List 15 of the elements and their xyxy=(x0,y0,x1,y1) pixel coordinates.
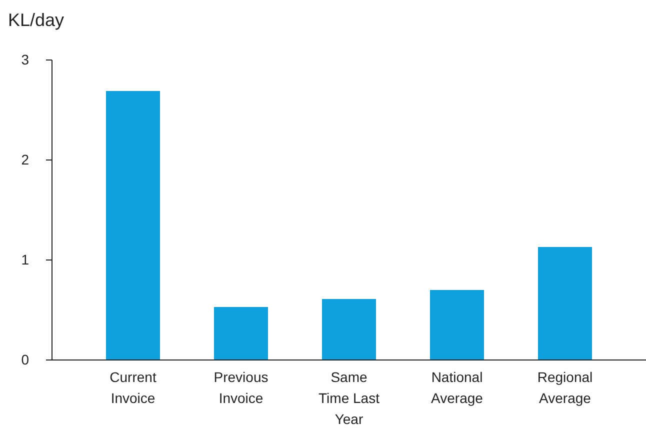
x-tick-label: National Average xyxy=(431,369,484,406)
y-tick-label: 1 xyxy=(21,251,30,268)
y-tick-label: 3 xyxy=(21,51,30,68)
x-tick-label: Regional Average xyxy=(537,369,593,406)
bar xyxy=(322,299,376,360)
x-tick-label: Same Time Last Year xyxy=(318,369,380,427)
bar xyxy=(106,91,160,360)
x-tick-label: Current Invoice xyxy=(110,369,156,406)
bar xyxy=(214,307,268,360)
bar xyxy=(430,290,484,360)
y-axis-title: KL/day xyxy=(8,10,64,30)
y-tick-label: 2 xyxy=(21,151,30,168)
y-tick-label: 0 xyxy=(21,351,30,368)
bar xyxy=(538,247,592,360)
x-tick-label: Previous Invoice xyxy=(214,369,268,406)
